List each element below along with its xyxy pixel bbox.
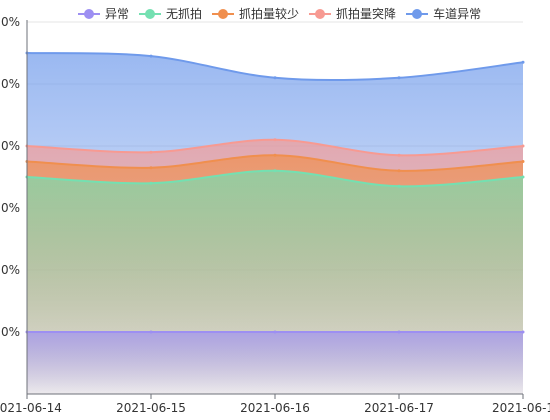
data-point[interactable] [397,169,401,173]
y-tick-label: 0% [0,325,20,339]
x-tick-label: 2021-06-17 [364,401,434,415]
legend-label: 抓拍量突降 [336,7,397,21]
data-point[interactable] [149,150,153,154]
x-tick-label: 2021-06-14 [0,401,62,415]
legend-item[interactable]: 抓拍量较少 [212,8,299,20]
data-point[interactable] [149,166,153,170]
legend-item[interactable]: 抓拍量突降 [309,8,396,20]
data-point[interactable] [149,54,153,58]
data-point[interactable] [273,153,277,157]
legend-marker-icon [212,8,235,20]
legend-item[interactable]: 无抓拍 [139,8,202,20]
legend-marker-icon [309,8,332,20]
data-point[interactable] [521,160,525,163]
y-tick-label: 0% [0,139,20,153]
y-tick-label: 0% [0,77,20,91]
data-point[interactable] [521,175,525,179]
data-point[interactable] [149,181,153,185]
legend-item[interactable]: 异常 [78,8,129,20]
x-tick-label: 2021-06-15 [116,401,186,415]
legend-item[interactable]: 车道异常 [406,8,481,20]
data-point[interactable] [521,330,525,334]
data-point[interactable] [397,330,401,334]
series-area-0 [27,332,523,394]
legend-label: 异常 [105,7,130,21]
x-tick-label: 2021-06-1 [491,401,550,415]
data-point[interactable] [273,138,277,142]
y-tick-label: 0% [0,263,20,277]
y-tick-label: 0% [0,15,20,29]
legend-label: 车道异常 [433,7,482,21]
data-point[interactable] [273,169,277,173]
legend: 异常 无抓拍 抓拍量较少 抓拍量突降 车道异常 [78,3,481,25]
legend-marker-icon [139,8,162,20]
data-point[interactable] [521,144,525,148]
data-point[interactable] [397,184,401,188]
y-tick-label: 0% [0,201,20,215]
legend-label: 无抓拍 [166,7,203,21]
data-point[interactable] [273,330,277,334]
legend-label: 抓拍量较少 [239,7,300,21]
data-point[interactable] [397,153,401,157]
data-point[interactable] [273,76,277,80]
legend-marker-icon [78,8,100,20]
data-point[interactable] [521,60,525,64]
data-point[interactable] [149,330,153,334]
x-tick-label: 2021-06-16 [240,401,310,415]
legend-marker-icon [406,8,429,20]
data-point[interactable] [397,76,401,80]
